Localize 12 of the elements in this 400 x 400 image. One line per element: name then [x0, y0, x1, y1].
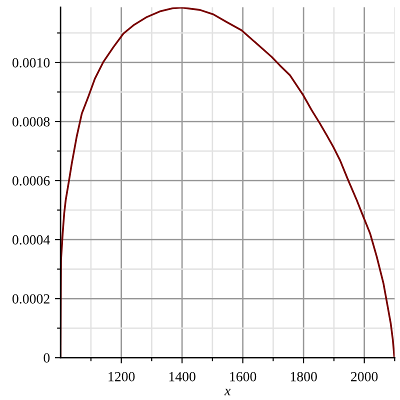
- y-tick-label: 0: [44, 353, 50, 363]
- y-tick-label: 0.0006: [12, 176, 50, 186]
- x-tick-label: 1200: [108, 372, 135, 382]
- y-tick-label: 0.0002: [12, 294, 50, 304]
- x-axis-title: x: [224, 388, 231, 396]
- y-tick-label: 0.0010: [12, 58, 50, 68]
- x-tick-label: 1400: [169, 372, 196, 382]
- y-tick-label: 0.0004: [12, 235, 50, 245]
- x-tick-label: 1600: [230, 372, 256, 382]
- x-tick-label: 1800: [290, 372, 317, 382]
- x-tick-label: 2000: [351, 372, 378, 382]
- y-tick-label: 0.0008: [12, 117, 50, 127]
